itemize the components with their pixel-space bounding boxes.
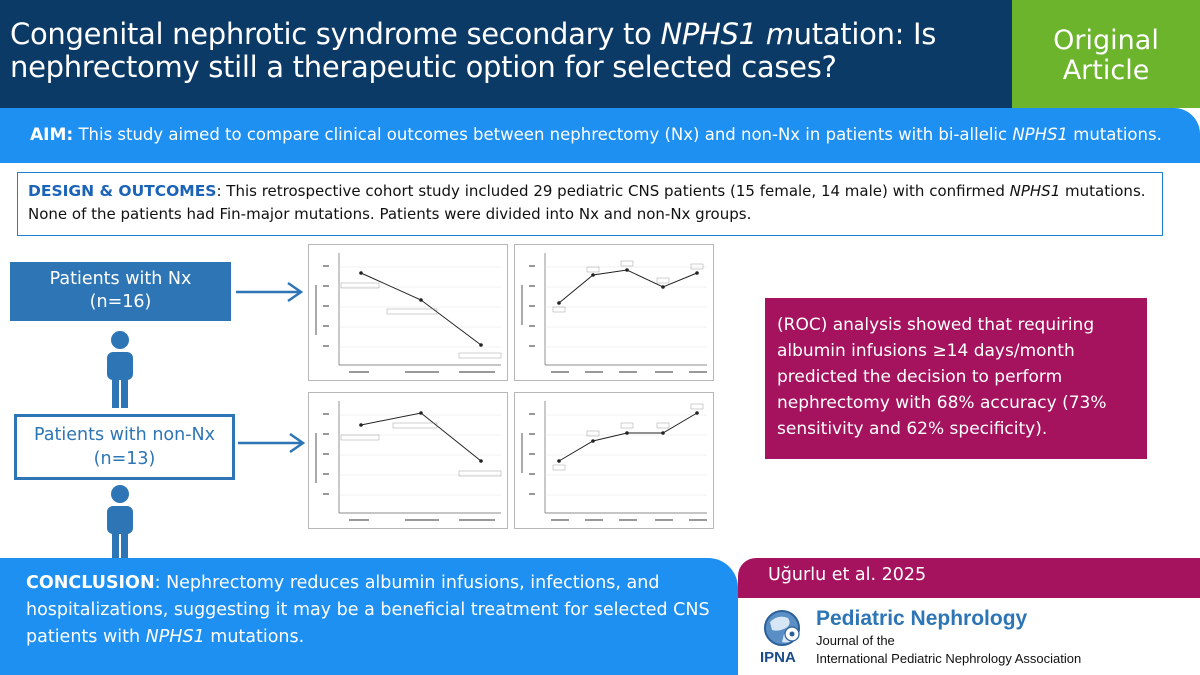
figure-nonnx-egfr-image [315,401,502,521]
person-icon [107,485,133,560]
nx-group-label: Patients with Nx [49,269,192,289]
nonnx-group-label: Patients with non-Nx [34,425,215,445]
roc-findings-box: (ROC) analysis showed that requiring alb… [765,298,1147,459]
conclusion-text: CONCLUSION: Nephrectomy reduces albumin … [26,573,710,647]
citation-text: Uğurlu et al. 2025 [768,565,927,585]
arrow-right-icon [236,281,304,303]
figure-nx-albumin-image [521,253,707,373]
figure-panel-nonnx-egfr [308,392,508,529]
design-outcomes-box: DESIGN & OUTCOMES: This retrospective co… [17,172,1163,236]
figure-panel-nx-albumin [514,244,714,381]
figure-nx-egfr-image [315,253,502,373]
badge-line-2: Article [1062,55,1150,86]
conclusion-label: CONCLUSION [26,573,155,593]
nonnx-group-box: Patients with non-Nx (n=13) [14,414,235,480]
figure-panel-nonnx-albumin [514,392,714,529]
nonnx-group-count: (n=13) [93,449,156,469]
journal-title: Pediatric Nephrology [816,607,1028,630]
badge-line-1: Original [1053,25,1159,56]
page-title: Congenital nephrotic syndrome secondary … [10,17,937,84]
design-label: DESIGN & OUTCOMES [28,182,217,200]
title-band [0,0,1012,108]
aim-statement: AIM: This study aimed to compare clinica… [30,125,1162,145]
nx-group-count: (n=16) [89,292,152,312]
conclusion-band [0,558,738,675]
nx-group-box: Patients with Nx (n=16) [10,262,231,321]
journal-subtitle-2: International Pediatric Nephrology Assoc… [816,651,1082,666]
figure-panel-nx-egfr [308,244,508,381]
journal-subtitle-1: Journal of the [816,633,895,648]
person-icon [107,331,133,408]
ipna-logo-text: IPNA [760,649,796,666]
globe-logo-icon [764,610,800,646]
figure-nonnx-albumin-image [521,401,707,521]
citation-band [738,558,1200,598]
arrow-right-icon [238,432,306,454]
aim-band [0,108,1200,163]
aim-label: AIM: [30,125,74,145]
article-type-badge: Original Article [1012,0,1200,108]
